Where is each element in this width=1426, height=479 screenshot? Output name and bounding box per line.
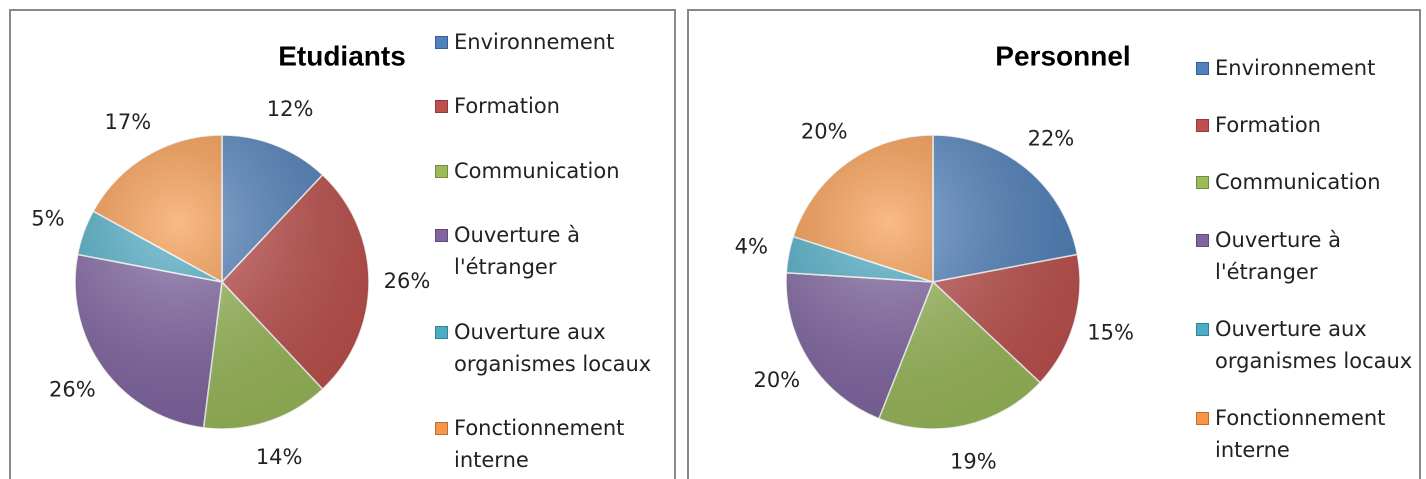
panel-border	[687, 9, 1421, 479]
legend-swatch	[1196, 233, 1209, 247]
data-label: 14%	[256, 445, 303, 469]
legend-label: Environnement	[1215, 56, 1376, 80]
legend-label: Ouverture aux organismes locaux	[454, 319, 652, 376]
data-label: 19%	[950, 450, 997, 474]
legend-label: Fonctionnement interne	[454, 415, 625, 472]
data-label: 17%	[104, 110, 151, 134]
legend-swatch	[435, 325, 448, 339]
legend-item: Communication	[1196, 166, 1421, 198]
legend-swatch	[1196, 62, 1209, 75]
legend-label: Ouverture à l'étranger	[454, 223, 580, 280]
legend-item: Fonctionnement interne	[1196, 402, 1421, 466]
legend-item: Ouverture aux organismes locaux	[1196, 313, 1421, 377]
legend-swatch	[1196, 322, 1209, 336]
legend-swatch	[1196, 411, 1209, 425]
panel-border	[9, 9, 676, 479]
legend-swatch	[435, 36, 448, 49]
legend-item: Communication	[435, 155, 660, 187]
data-label: 15%	[1087, 321, 1134, 345]
legend-swatch	[1196, 176, 1209, 190]
legend-item: Environnement	[435, 26, 660, 58]
legend: Environnement Formation Communication Ouver…	[1196, 52, 1421, 466]
legend-label: Ouverture aux organismes locaux	[1215, 316, 1413, 373]
legend-item: Ouverture à l'étranger	[435, 219, 660, 283]
legend-item: Ouverture aux organismes locaux	[435, 316, 660, 380]
data-label: 20%	[801, 119, 848, 143]
legend-item: Formation	[435, 90, 660, 122]
data-label: 26%	[49, 378, 96, 402]
data-label: 20%	[753, 368, 800, 392]
legend-swatch	[435, 229, 448, 243]
data-label: 12%	[267, 97, 314, 121]
legend-item: Ouverture à l'étranger	[1196, 224, 1421, 288]
legend-label: Ouverture à l'étranger	[1215, 227, 1341, 284]
legend-swatch	[435, 164, 448, 178]
chart-title: Personnel	[995, 40, 1130, 71]
legend-swatch	[435, 100, 448, 114]
legend-label: Formation	[1215, 113, 1321, 138]
data-label: 26%	[384, 269, 431, 293]
legend-swatch	[1196, 119, 1209, 133]
legend-label: Environnement	[454, 30, 615, 54]
legend-swatch	[435, 421, 448, 435]
data-label: 5%	[31, 206, 64, 230]
legend-item: Environnement	[1196, 52, 1421, 84]
data-label: 4%	[735, 234, 768, 258]
data-label: 22%	[1028, 126, 1075, 150]
legend: Environnement Formation Communication Ouver…	[435, 26, 660, 476]
legend-label: Communication	[454, 158, 620, 183]
legend-label: Formation	[454, 94, 560, 119]
legend-label: Fonctionnement interne	[1215, 405, 1386, 462]
pie-slice	[74, 253, 223, 429]
legend-label: Communication	[1215, 170, 1381, 195]
legend-item: Formation	[1196, 109, 1421, 141]
chart-title: Etudiants	[278, 40, 406, 71]
legend-item: Fonctionnement interne	[435, 412, 660, 476]
